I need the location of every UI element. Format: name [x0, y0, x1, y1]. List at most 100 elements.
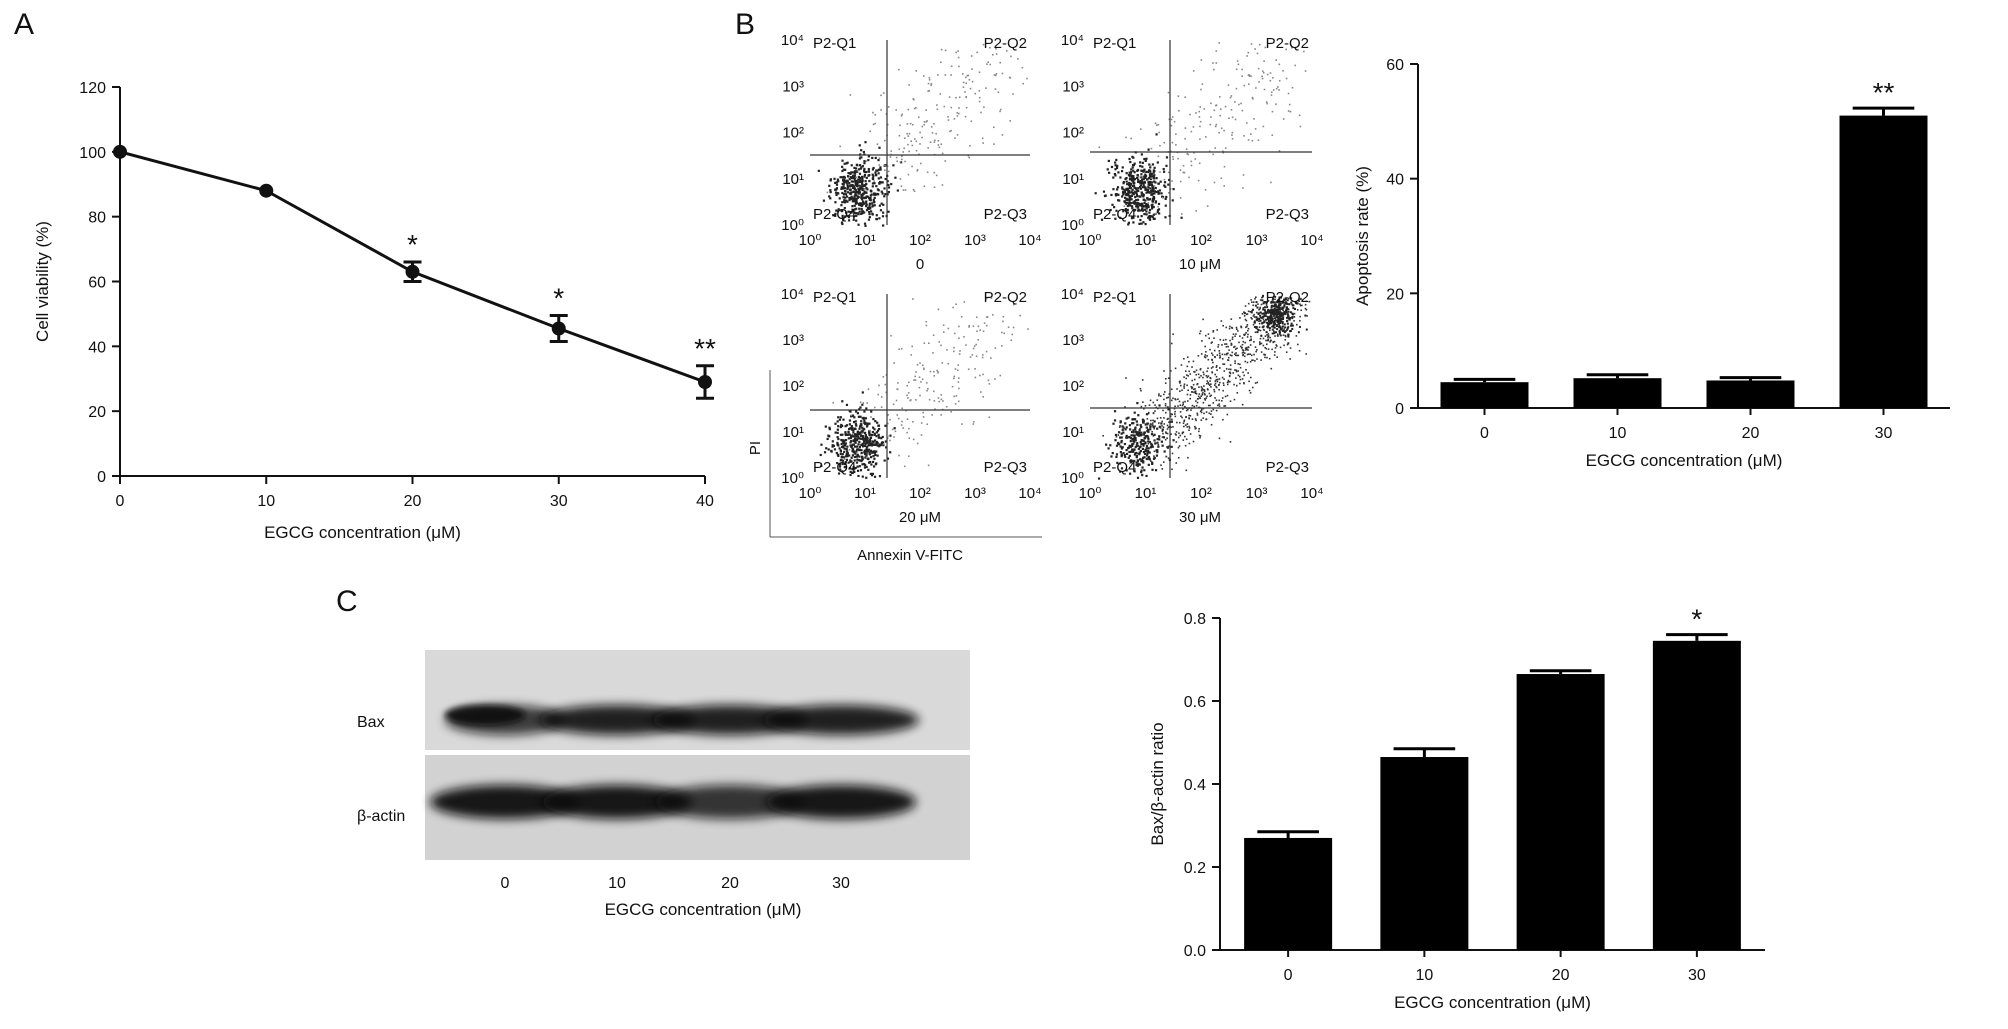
- x-tick-label: 30: [550, 493, 568, 510]
- event-dot: [982, 373, 984, 376]
- event-dot: [1132, 439, 1135, 443]
- event-dot: [921, 125, 924, 128]
- event-dot: [1144, 222, 1147, 226]
- event-dot: [851, 171, 854, 174]
- event-dot: [1119, 424, 1121, 427]
- event-dot: [1243, 315, 1246, 317]
- event-dot: [894, 430, 897, 433]
- event-dot: [1146, 422, 1149, 425]
- event-dot: [1282, 70, 1284, 72]
- event-dot: [853, 211, 856, 214]
- event-dot: [1157, 445, 1160, 448]
- event-dot: [1299, 304, 1302, 307]
- event-dot: [853, 470, 856, 474]
- event-dot: [900, 347, 903, 350]
- event-dot: [1197, 373, 1200, 376]
- event-dot: [1142, 433, 1145, 436]
- event-dot: [1270, 317, 1273, 320]
- event-dot: [852, 448, 855, 451]
- event-dot: [1252, 301, 1255, 303]
- event-dot: [1231, 354, 1233, 357]
- event-dot: [1183, 425, 1185, 428]
- event-dot: [1229, 441, 1232, 443]
- event-dot: [1117, 434, 1120, 436]
- event-dot: [1177, 446, 1180, 449]
- event-dot: [1117, 431, 1121, 434]
- event-dot: [1215, 409, 1218, 412]
- event-dot: [845, 403, 849, 407]
- event-dot: [1188, 427, 1191, 429]
- event-dot: [1167, 396, 1170, 399]
- event-dot: [1136, 431, 1139, 434]
- event-dot: [881, 441, 884, 444]
- event-dot: [1133, 448, 1136, 451]
- event-dot: [1165, 164, 1168, 167]
- quadrant-label: P2-Q3: [1266, 206, 1309, 223]
- event-dot: [903, 465, 906, 468]
- event-dot: [1234, 335, 1236, 337]
- event-dot: [1277, 320, 1280, 323]
- event-dot: [1210, 413, 1212, 415]
- event-dot: [923, 185, 926, 188]
- flow-plot-label: 0: [916, 256, 924, 273]
- event-dot: [1272, 297, 1275, 300]
- event-dot: [949, 130, 951, 133]
- event-dot: [1117, 442, 1120, 445]
- event-dot: [1140, 460, 1143, 463]
- event-dot: [1151, 422, 1154, 424]
- event-dot: [1195, 112, 1197, 114]
- event-dot: [876, 143, 879, 145]
- event-dot: [1305, 328, 1308, 331]
- event-dot: [1299, 315, 1301, 318]
- event-dot: [874, 173, 877, 176]
- event-dot: [880, 396, 883, 398]
- flow-x-tick-label: 10²: [1190, 485, 1212, 502]
- event-dot: [1137, 178, 1140, 181]
- event-dot: [1149, 164, 1152, 167]
- event-dot: [857, 168, 861, 171]
- event-dot: [1218, 352, 1221, 354]
- event-dot: [1123, 205, 1126, 207]
- event-dot: [1270, 181, 1272, 184]
- event-dot: [1285, 316, 1288, 319]
- event-dot: [1132, 418, 1135, 421]
- event-dot: [1243, 352, 1246, 354]
- event-dot: [1245, 331, 1247, 334]
- event-dot: [1187, 400, 1189, 402]
- event-dot: [881, 192, 884, 195]
- event-dot: [1272, 77, 1274, 79]
- event-dot: [930, 84, 932, 87]
- event-dot: [1140, 442, 1143, 446]
- event-dot: [954, 403, 957, 405]
- event-dot: [875, 435, 878, 438]
- event-dot: [882, 444, 885, 447]
- event-dot: [852, 174, 855, 177]
- event-dot: [1278, 316, 1281, 319]
- event-dot: [837, 180, 840, 183]
- event-dot: [857, 175, 861, 179]
- event-dot: [860, 420, 863, 423]
- event-dot: [1229, 325, 1231, 328]
- event-dot: [925, 382, 928, 384]
- event-dot: [1152, 217, 1155, 221]
- event-dot: [1179, 411, 1182, 413]
- event-dot: [840, 209, 843, 212]
- event-dot: [928, 77, 931, 79]
- event-dot: [1229, 368, 1232, 371]
- event-dot: [1271, 348, 1273, 351]
- event-dot: [1116, 164, 1119, 167]
- event-dot: [1149, 172, 1153, 175]
- event-dot: [1272, 312, 1275, 315]
- event-dot: [1209, 404, 1211, 407]
- event-dot: [1261, 75, 1263, 78]
- event-dot: [1229, 371, 1231, 374]
- event-dot: [961, 423, 963, 425]
- event-dot: [853, 459, 856, 462]
- event-dot: [1149, 177, 1153, 181]
- event-dot: [1186, 384, 1188, 387]
- event-dot: [1213, 181, 1216, 184]
- event-dot: [1254, 331, 1257, 334]
- event-dot: [861, 456, 864, 459]
- event-dot: [1223, 185, 1225, 187]
- event-dot: [1267, 309, 1270, 312]
